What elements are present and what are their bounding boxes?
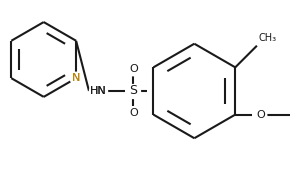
Text: CH₃: CH₃ xyxy=(259,33,277,43)
Text: O: O xyxy=(129,108,138,118)
Text: HN: HN xyxy=(89,86,106,96)
Text: O: O xyxy=(129,64,138,74)
Text: HN: HN xyxy=(89,86,106,96)
Text: O: O xyxy=(256,110,265,120)
Text: N: N xyxy=(72,73,80,83)
Text: S: S xyxy=(129,84,137,98)
Text: N: N xyxy=(72,73,80,83)
